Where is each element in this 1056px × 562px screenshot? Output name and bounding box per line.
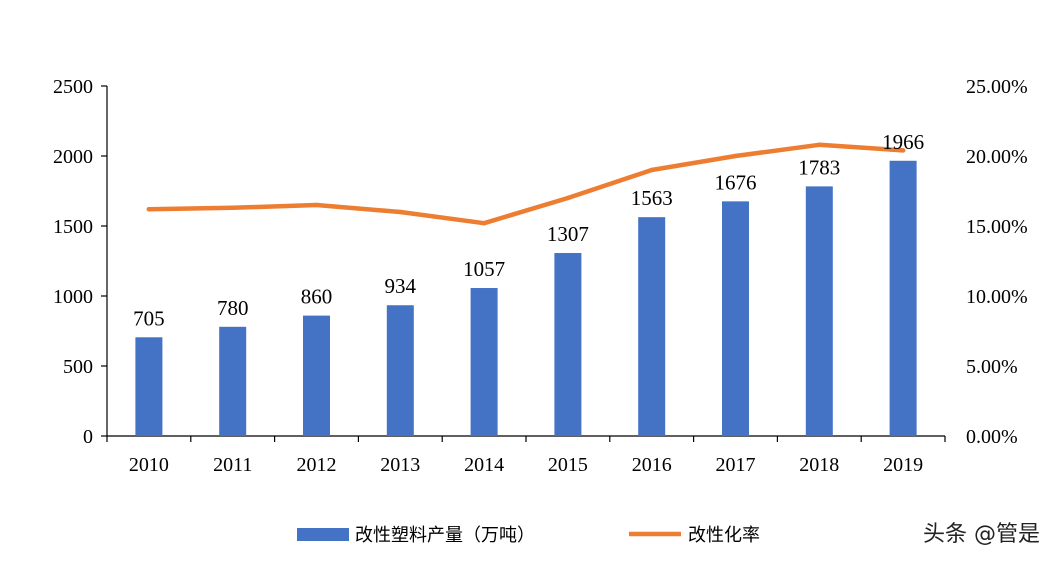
y-right-tick-label: 15.00%: [966, 216, 1028, 238]
line-point: [398, 209, 403, 215]
line-point: [230, 205, 235, 210]
data-labels-layer: 705 780 860 934 1057 1307 1563 1676 1783 1966: [133, 130, 924, 331]
x-tick-label: 2014: [464, 454, 504, 476]
y-right-tick-label: 25.00%: [966, 76, 1028, 98]
bar-data-label: 1966: [882, 130, 924, 154]
x-tick-label: 2012: [297, 454, 337, 476]
legend-swatch-bar: [297, 528, 349, 541]
x-tick-label: 2015: [548, 454, 588, 476]
bar-data-label: 705: [133, 306, 165, 330]
line-point: [817, 142, 822, 147]
y-right-tick-label: 10.00%: [966, 286, 1028, 308]
y-left-tick-label: 0: [83, 426, 93, 448]
bar: [386, 305, 414, 436]
legend-label-line: 改性化率: [688, 525, 760, 546]
line-point: [146, 207, 152, 212]
y-right-tick-label: 5.00%: [966, 356, 1018, 378]
y-left-tick-label: 500: [63, 356, 93, 378]
y-left-tick-label: 2000: [53, 146, 93, 168]
y-right-tick-label: 20.00%: [966, 146, 1028, 168]
x-tick-label: 2018: [799, 454, 839, 476]
line-point: [733, 153, 738, 159]
bar: [638, 217, 666, 436]
line-point: [314, 202, 319, 208]
line-point: [649, 167, 654, 173]
bar: [805, 186, 833, 436]
x-tick-label: 2017: [716, 454, 756, 476]
line-point: [565, 195, 571, 201]
x-tick-label: 2010: [129, 454, 169, 476]
bar: [722, 201, 749, 436]
bar-data-label: 1676: [715, 170, 757, 194]
line-series: [146, 142, 906, 226]
x-tick-label: 2019: [883, 454, 923, 476]
bar-data-label: 860: [301, 285, 333, 309]
axes-layer: 0 500 1000 1500 2000 2500 0.00% 5.00% 10.00% 15.0…: [53, 76, 1028, 476]
legend: 改性塑料产量（万吨） 改性化率: [297, 525, 760, 546]
legend-label-bar: 改性塑料产量（万吨）: [355, 525, 535, 546]
bar: [889, 160, 917, 436]
bar-data-label: 1783: [798, 155, 840, 179]
watermark-text: 头条 @管是: [923, 522, 1040, 547]
bar-data-label: 780: [217, 296, 249, 320]
bar: [303, 315, 330, 436]
bar-data-label: 1057: [463, 257, 505, 281]
x-tick-label: 2011: [213, 454, 252, 476]
y-right-tick-label: 0.00%: [966, 426, 1018, 448]
bar: [470, 288, 498, 436]
y-left-tick-label: 1500: [53, 216, 93, 238]
y-left-tick-label: 2500: [53, 76, 93, 98]
bar-data-label: 1307: [547, 222, 589, 246]
bar-data-label: 1563: [631, 186, 673, 210]
line-layer: [146, 142, 906, 226]
line-point: [481, 221, 487, 226]
y-left-tick-label: 1000: [53, 286, 93, 308]
x-tick-label: 2013: [380, 454, 420, 476]
bar: [135, 337, 163, 436]
x-tick-label: 2016: [632, 454, 672, 476]
bar: [554, 253, 582, 436]
bar-data-label: 934: [385, 274, 417, 298]
line-point: [900, 148, 906, 153]
bar: [219, 326, 247, 436]
bars-layer: [135, 160, 917, 436]
